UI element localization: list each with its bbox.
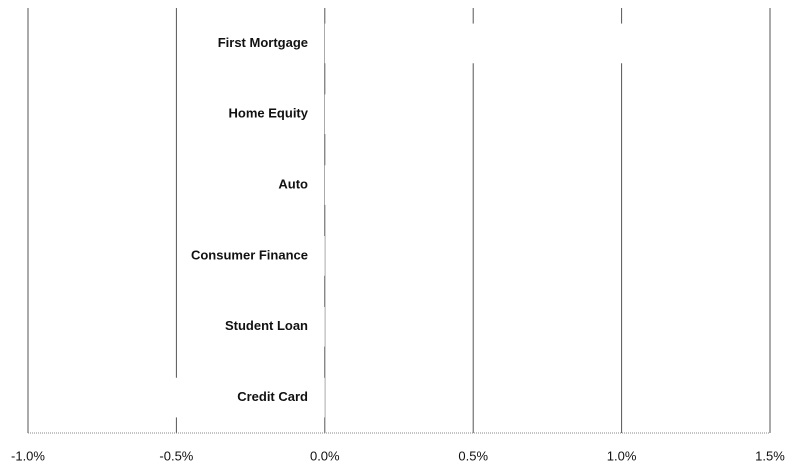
category-label: Student Loan	[225, 318, 308, 333]
category-label: Auto	[278, 177, 308, 192]
bar	[324, 94, 414, 135]
category-label: Consumer Finance	[191, 247, 308, 262]
x-tick-label: 1.0%	[607, 448, 637, 463]
x-tick-label: 0.0%	[310, 448, 340, 463]
bar	[235, 236, 325, 276]
x-tick-label: 0.5%	[458, 448, 488, 463]
x-tick-label: -0.5%	[159, 448, 193, 463]
category-label: First Mortgage	[218, 35, 308, 50]
x-tick-label: 1.5%	[755, 448, 785, 463]
x-tick-label: -1.0%	[11, 448, 45, 463]
bar	[324, 23, 652, 64]
category-label: Credit Card	[237, 389, 308, 404]
bar	[146, 377, 325, 418]
bar	[206, 306, 325, 347]
category-label: Home Equity	[229, 106, 309, 121]
bar	[324, 165, 385, 205]
